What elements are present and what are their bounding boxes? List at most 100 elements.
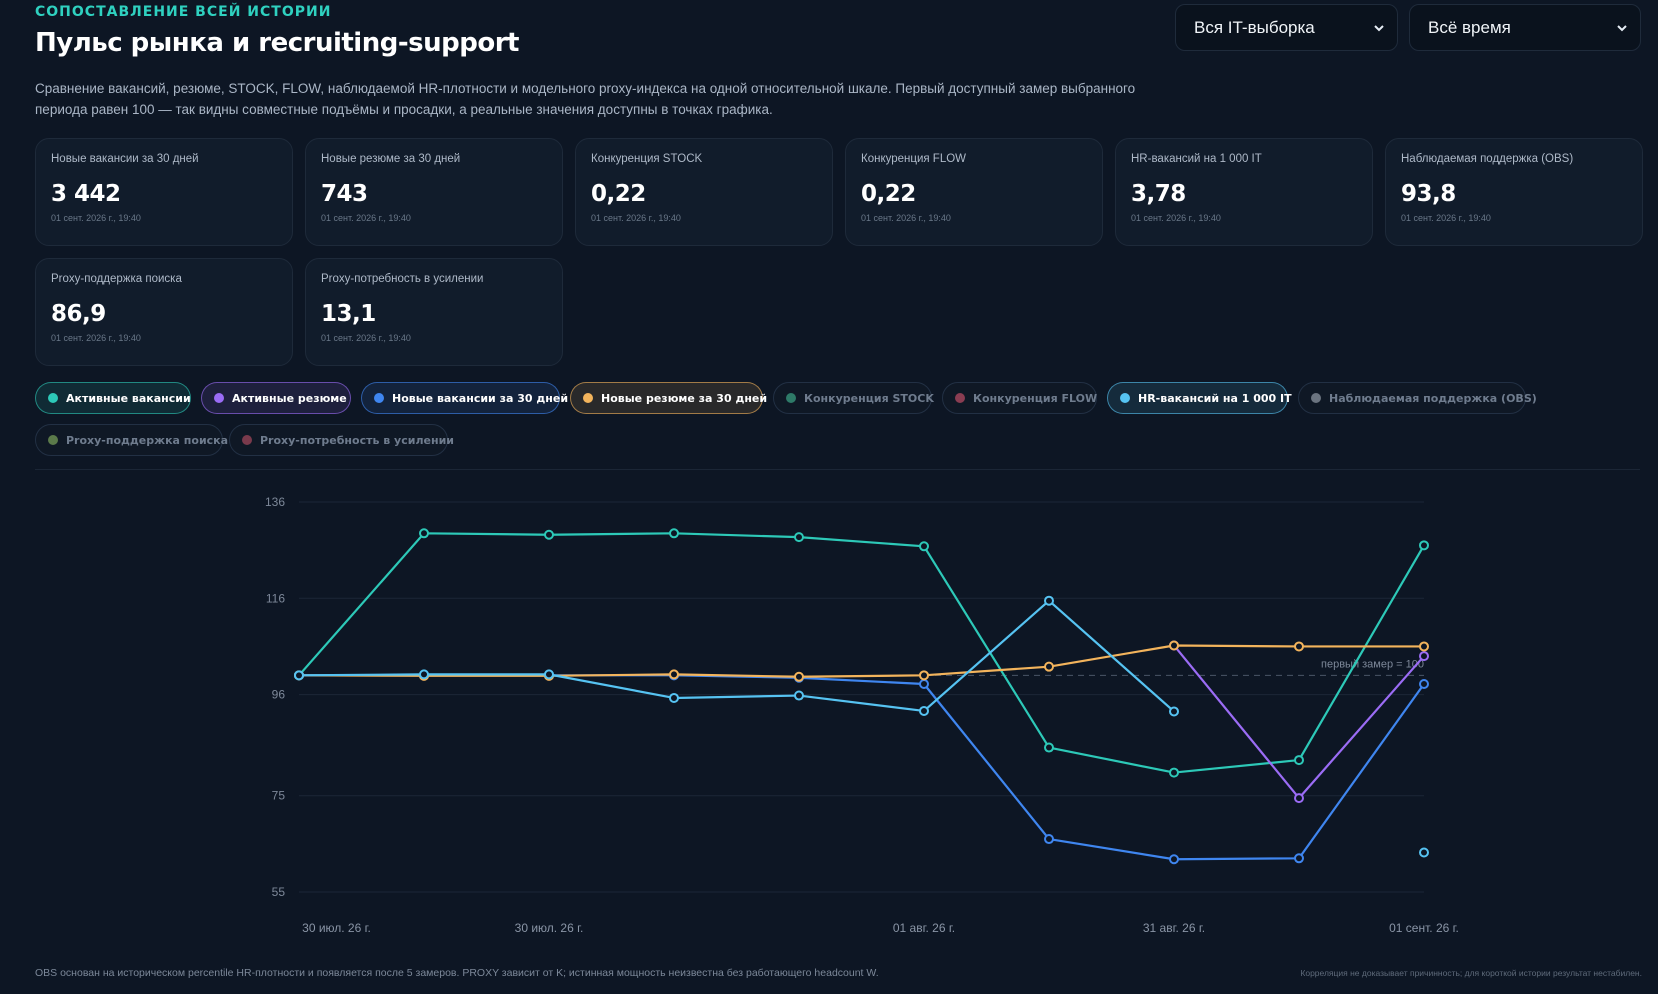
kpi-value: 3 442 <box>51 181 121 207</box>
kpi-timestamp: 01 сент. 2026 г., 19:40 <box>51 333 141 343</box>
kpi-card: Новые вакансии за 30 дней 3 442 01 сент.… <box>35 138 293 246</box>
x-tick-label: 01 сент. 26 г. <box>1389 921 1459 935</box>
kpi-card: Наблюдаемая поддержка (OBS) 93,8 01 сент… <box>1385 138 1643 246</box>
series-toggle-chip[interactable]: Активные вакансии <box>35 382 191 414</box>
data-point <box>794 690 804 701</box>
data-point <box>544 529 554 540</box>
kpi-value: 13,1 <box>321 301 376 327</box>
data-point <box>919 705 929 716</box>
series-toggle-chip[interactable]: Новые вакансии за 30 дней <box>361 382 568 414</box>
period-select-value: Всё время <box>1428 17 1511 37</box>
series-color-dot <box>583 393 593 403</box>
kpi-timestamp: 01 сент. 2026 г., 19:40 <box>1131 213 1221 223</box>
y-tick-label: 136 <box>265 495 285 509</box>
data-point <box>1169 640 1179 651</box>
series-toggle-label: Новые резюме за 30 дней <box>601 391 768 405</box>
data-point <box>1169 706 1179 717</box>
data-point <box>419 669 429 680</box>
data-point <box>1169 767 1179 778</box>
segment-select-value: Вся IT-выборка <box>1194 17 1315 37</box>
series-toggle-chip[interactable]: Proxy-потребность в усилении <box>229 424 454 456</box>
series-toggle-label: Конкуренция STOCK <box>804 391 934 405</box>
data-point <box>669 692 679 703</box>
data-point <box>794 671 804 682</box>
series-color-dot <box>214 393 224 403</box>
kpi-label: Конкуренция FLOW <box>861 153 967 165</box>
kpi-label: HR-вакансий на 1 000 IT <box>1131 153 1262 165</box>
kpi-card: HR-вакансий на 1 000 IT 3,78 01 сент. 20… <box>1115 138 1373 246</box>
data-point <box>669 528 679 539</box>
data-point <box>1419 641 1429 652</box>
series-toggle-chip[interactable]: Конкуренция FLOW <box>942 382 1097 414</box>
y-tick-label: 96 <box>272 688 286 702</box>
chevron-down-icon <box>1374 24 1384 31</box>
kpi-timestamp: 01 сент. 2026 г., 19:40 <box>321 333 411 343</box>
data-point <box>1044 595 1054 606</box>
kpi-label: Конкуренция STOCK <box>591 153 703 165</box>
segment-select[interactable]: Вся IT-выборка <box>1175 4 1398 51</box>
series-color-dot <box>1311 393 1321 403</box>
chevron-down-icon <box>1617 24 1627 31</box>
data-point <box>544 669 554 680</box>
kpi-value: 93,8 <box>1401 181 1456 207</box>
y-tick-label: 116 <box>266 591 285 605</box>
data-point <box>1169 854 1179 865</box>
series-line <box>298 599 1175 713</box>
footnote-right: Корреляция не доказывает причинность; дл… <box>1300 968 1642 978</box>
series-color-dot <box>242 435 252 445</box>
data-point <box>1294 641 1304 652</box>
data-point <box>919 670 929 681</box>
series-toggle-chip[interactable]: Наблюдаемая поддержка (OBS) <box>1298 382 1537 414</box>
series-toggle-chip[interactable]: HR-вакансий на 1 000 IT <box>1107 382 1292 414</box>
kpi-timestamp: 01 сент. 2026 г., 19:40 <box>1401 213 1491 223</box>
eyebrow: СОПОСТАВЛЕНИЕ ВСЕЙ ИСТОРИИ <box>35 4 332 20</box>
kpi-card: Новые резюме за 30 дней 743 01 сент. 202… <box>305 138 563 246</box>
kpi-timestamp: 01 сент. 2026 г., 19:40 <box>321 213 411 223</box>
page-description: Сравнение вакансий, резюме, STOCK, FLOW,… <box>35 81 1136 117</box>
kpi-label: Proxy-поддержка поиска <box>51 273 182 285</box>
series-toggle-label: HR-вакансий на 1 000 IT <box>1138 391 1292 405</box>
data-point <box>1294 853 1304 864</box>
data-point <box>1044 742 1054 753</box>
data-point <box>1419 679 1429 689</box>
x-tick-label: 30 июл. 26 г. <box>515 921 584 935</box>
data-point <box>294 670 304 681</box>
data-point <box>1419 847 1429 858</box>
baseline-label: первый замер = 100 <box>1321 658 1424 670</box>
series-toggle-chip[interactable]: Новые резюме за 30 дней <box>570 382 767 414</box>
footnote-left: OBS основан на историческом percentile H… <box>35 967 879 979</box>
data-point <box>1044 661 1054 672</box>
series-color-dot <box>1120 393 1130 403</box>
page-title: Пульс рынка и recruiting-support <box>35 28 519 58</box>
kpi-label: Новые вакансии за 30 дней <box>51 153 199 165</box>
period-select[interactable]: Всё время <box>1409 4 1641 51</box>
data-point <box>419 528 429 539</box>
y-tick-label: 55 <box>272 885 286 899</box>
x-tick-label: 30 июл. 26 г. <box>302 921 371 935</box>
x-tick-label: 31 авг. 26 г. <box>1143 921 1205 935</box>
series-line <box>298 644 1424 678</box>
series-toggle-label: Активные вакансии <box>66 391 191 405</box>
series-toggle-chip[interactable]: Конкуренция STOCK <box>773 382 934 414</box>
kpi-label: Наблюдаемая поддержка (OBS) <box>1401 153 1574 165</box>
series-toggle-label: Конкуренция FLOW <box>973 391 1098 405</box>
kpi-value: 0,22 <box>861 181 916 207</box>
divider <box>35 469 1640 470</box>
series-toggle-chip[interactable]: Proxy-поддержка поиска <box>35 424 228 456</box>
series-color-dot <box>48 435 58 445</box>
kpi-label: Proxy-потребность в усилении <box>321 273 484 285</box>
kpi-card: Proxy-потребность в усилении 13,1 01 сен… <box>305 258 563 366</box>
data-point <box>919 679 929 689</box>
data-point <box>1419 540 1429 551</box>
x-tick-label: 01 авг. 26 г. <box>893 921 955 935</box>
series-color-dot <box>955 393 965 403</box>
data-point <box>669 669 679 680</box>
kpi-value: 86,9 <box>51 301 106 327</box>
series-toggle-label: Proxy-потребность в усилении <box>260 433 454 447</box>
kpi-card: Конкуренция FLOW 0,22 01 сент. 2026 г., … <box>845 138 1103 246</box>
series-toggle-chip[interactable]: Активные резюме <box>201 382 351 414</box>
series-color-dot <box>374 393 384 403</box>
data-point <box>919 541 929 552</box>
data-point <box>1419 651 1429 662</box>
series-toggle-label: Proxy-поддержка поиска <box>66 433 229 447</box>
